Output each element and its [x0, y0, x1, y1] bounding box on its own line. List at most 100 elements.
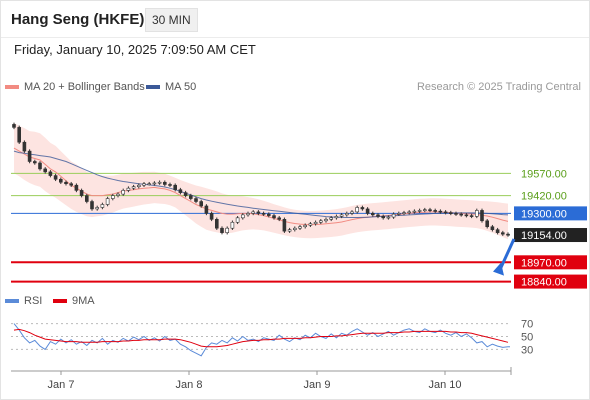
candle-body [173, 184, 177, 190]
rsi-legend-swatch [53, 299, 67, 303]
rsi-ma-line [13, 328, 509, 348]
timeframe-button[interactable]: 30 MIN [145, 8, 198, 32]
candle-body [100, 204, 105, 208]
candle-body [241, 214, 245, 219]
candle-body [407, 211, 412, 214]
candle-body [17, 127, 22, 143]
candle-body [137, 184, 141, 187]
candle-body [506, 233, 510, 236]
candle-body [298, 226, 302, 229]
candle-body [64, 181, 68, 185]
candle-body [480, 210, 484, 222]
candle-body [246, 213, 250, 216]
candle-body [251, 211, 255, 214]
candle-body [474, 210, 479, 217]
candle-body [350, 211, 354, 214]
candle-body [199, 201, 203, 207]
candle-body [324, 219, 328, 222]
rsi-legend-swatch [5, 299, 19, 303]
candle-body [490, 226, 495, 230]
candle-body [220, 227, 224, 233]
bollinger-band-area [14, 122, 508, 240]
x-tick-label: Jan 8 [176, 379, 203, 391]
legend-swatch [5, 85, 19, 89]
price-legend: MA 20 + Bollinger Bands MA 50 [5, 81, 196, 93]
candle-body [126, 187, 131, 191]
candles [12, 122, 510, 237]
candle-body [277, 217, 282, 220]
candle-body [344, 213, 349, 216]
candle-body [303, 224, 308, 228]
candle-body [469, 215, 474, 217]
candle-body [443, 211, 448, 214]
time-axis: Jan 7 Jan 8 Jan 9 Jan 10 [11, 367, 512, 391]
candle-body [22, 141, 27, 152]
candle-body [318, 220, 323, 223]
candle-body [43, 168, 48, 173]
candle-body [428, 209, 432, 211]
candle-body [261, 213, 266, 215]
ma20-line [13, 147, 509, 226]
candle-body [292, 227, 297, 230]
forecast-arrow [493, 238, 516, 276]
support-label-box [514, 255, 587, 270]
chart-datetime: Friday, January 10, 2025 7:09:50 AM CET [14, 42, 256, 57]
candle-body [308, 223, 313, 226]
resistance-label: 19570.00 [521, 168, 567, 180]
candle-body [402, 212, 406, 214]
candle-body [459, 213, 464, 216]
candle-body [272, 215, 276, 219]
instrument-title: Hang Seng (HKFE) [11, 11, 145, 28]
candle-body [131, 186, 136, 189]
candle-body [339, 214, 344, 217]
candle-body [48, 171, 53, 176]
candle-body [178, 189, 183, 193]
last-label: 19154.00 [521, 230, 567, 242]
candle-body [230, 221, 235, 229]
ma50-line [13, 150, 509, 218]
candle-body [157, 181, 162, 184]
candle-body [376, 214, 380, 217]
candle-body [27, 150, 32, 162]
candle-body [79, 190, 84, 196]
chart-header: Hang Seng (HKFE) 30 MIN [1, 1, 589, 38]
candle-body [121, 190, 125, 195]
moving-averages [13, 147, 509, 226]
candle-body [495, 229, 500, 233]
candle-body [396, 213, 401, 215]
candle-body [334, 216, 339, 219]
candle-body [464, 214, 469, 217]
candle-body [95, 207, 99, 210]
legend-label: MA 50 [165, 81, 196, 93]
candle-body [163, 181, 167, 185]
legend-swatch [146, 85, 160, 89]
pivot-label: 19300.00 [521, 208, 567, 220]
candle-body [69, 183, 73, 186]
candle-body [152, 182, 157, 185]
rsi-legend-label: 9MA [72, 295, 95, 307]
support-label: 18970.00 [521, 257, 567, 269]
candle-body [266, 213, 271, 216]
support-label-box [514, 274, 587, 289]
rsi-legend: RSI 9MA [5, 295, 95, 307]
price-chart: MA 20 + Bollinger Bands MA 50 Research © … [5, 81, 587, 391]
pivot-label-box [514, 206, 587, 221]
x-tick-label: Jan 10 [428, 379, 461, 391]
candle-body [329, 217, 334, 220]
candle-body [433, 210, 438, 212]
candle-body [235, 217, 240, 223]
candle-body [194, 198, 198, 202]
candle-body [365, 208, 370, 214]
rsi-tick-label: 70 [521, 319, 533, 331]
candle-body [116, 193, 120, 196]
candle-body [142, 183, 146, 186]
candle-body [189, 195, 193, 199]
candle-body [168, 184, 172, 186]
rsi-legend-label: RSI [24, 295, 42, 307]
candle-body [381, 216, 386, 219]
candle-body [500, 232, 505, 235]
candle-body [370, 213, 375, 216]
candle-body [454, 213, 458, 215]
candle-body [438, 210, 443, 213]
